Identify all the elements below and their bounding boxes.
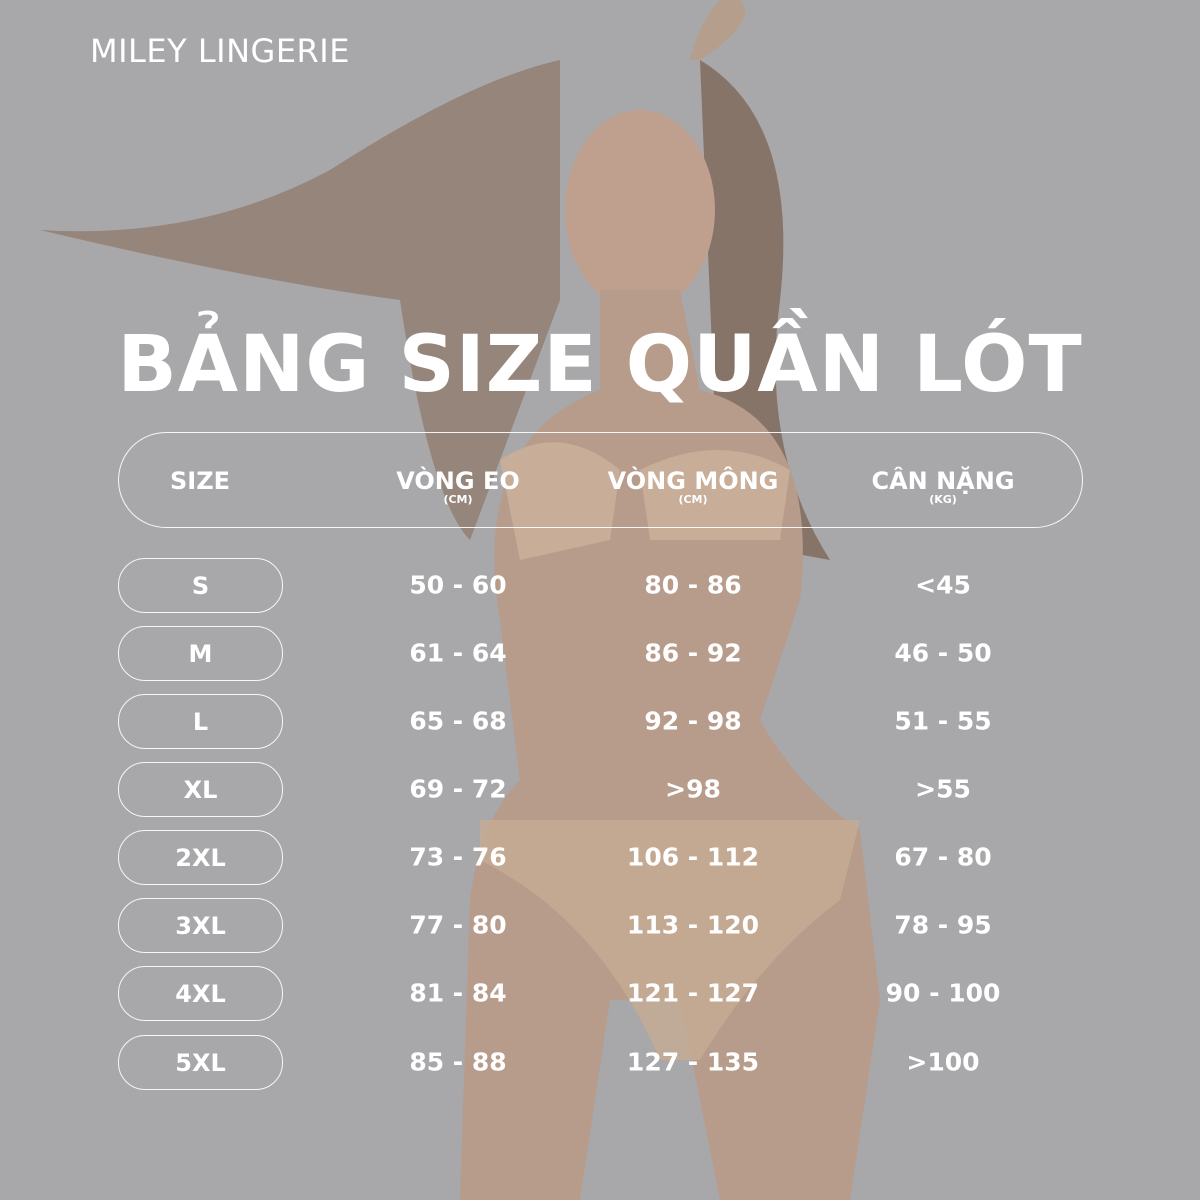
cell-weight: 78 - 95 [894, 910, 992, 940]
header-size: SIZE [169, 467, 231, 495]
header-waist-unit: (CM) [443, 493, 473, 506]
cell-hip: 106 - 112 [626, 842, 760, 872]
size-pill: M [118, 626, 283, 681]
cell-hip: >98 [665, 774, 721, 804]
cell-weight: >55 [915, 774, 971, 804]
header-weight-unit: (KG) [929, 493, 957, 506]
cell-waist: 85 - 88 [409, 1047, 507, 1077]
cell-waist: 73 - 76 [409, 842, 507, 872]
header-weight: CÂN NẶNG (KG) [871, 467, 1015, 506]
cell-hip: 92 - 98 [644, 706, 742, 736]
cell-hip: 121 - 127 [626, 978, 760, 1008]
cell-weight: <45 [915, 570, 971, 600]
size-pill: 4XL [118, 966, 283, 1021]
cell-hip: 127 - 135 [626, 1047, 760, 1077]
header-waist: VÒNG EO (CM) [396, 467, 520, 506]
table-header [118, 432, 1083, 528]
cell-weight: 67 - 80 [894, 842, 992, 872]
size-pill: S [118, 558, 283, 613]
cell-hip: 113 - 120 [626, 910, 760, 940]
cell-waist: 69 - 72 [409, 774, 507, 804]
brand-logo: MILEY LINGERIE [90, 32, 350, 70]
cell-weight: 51 - 55 [894, 706, 992, 736]
cell-hip: 86 - 92 [644, 638, 742, 668]
size-pill: 2XL [118, 830, 283, 885]
size-pill: 3XL [118, 898, 283, 953]
cell-waist: 65 - 68 [409, 706, 507, 736]
size-pill: 5XL [118, 1035, 283, 1090]
size-pill: XL [118, 762, 283, 817]
cell-waist: 50 - 60 [409, 570, 507, 600]
cell-waist: 77 - 80 [409, 910, 507, 940]
cell-weight: 90 - 100 [885, 978, 1001, 1008]
header-hip-unit: (CM) [678, 493, 708, 506]
cell-hip: 80 - 86 [644, 570, 742, 600]
cell-weight: >100 [906, 1047, 980, 1077]
cell-waist: 81 - 84 [409, 978, 507, 1008]
size-pill: L [118, 694, 283, 749]
header-hip: VÒNG MÔNG (CM) [607, 467, 779, 506]
cell-weight: 46 - 50 [894, 638, 992, 668]
page-title: BẢNG SIZE QUẦN LÓT [117, 320, 1083, 410]
cell-waist: 61 - 64 [409, 638, 507, 668]
